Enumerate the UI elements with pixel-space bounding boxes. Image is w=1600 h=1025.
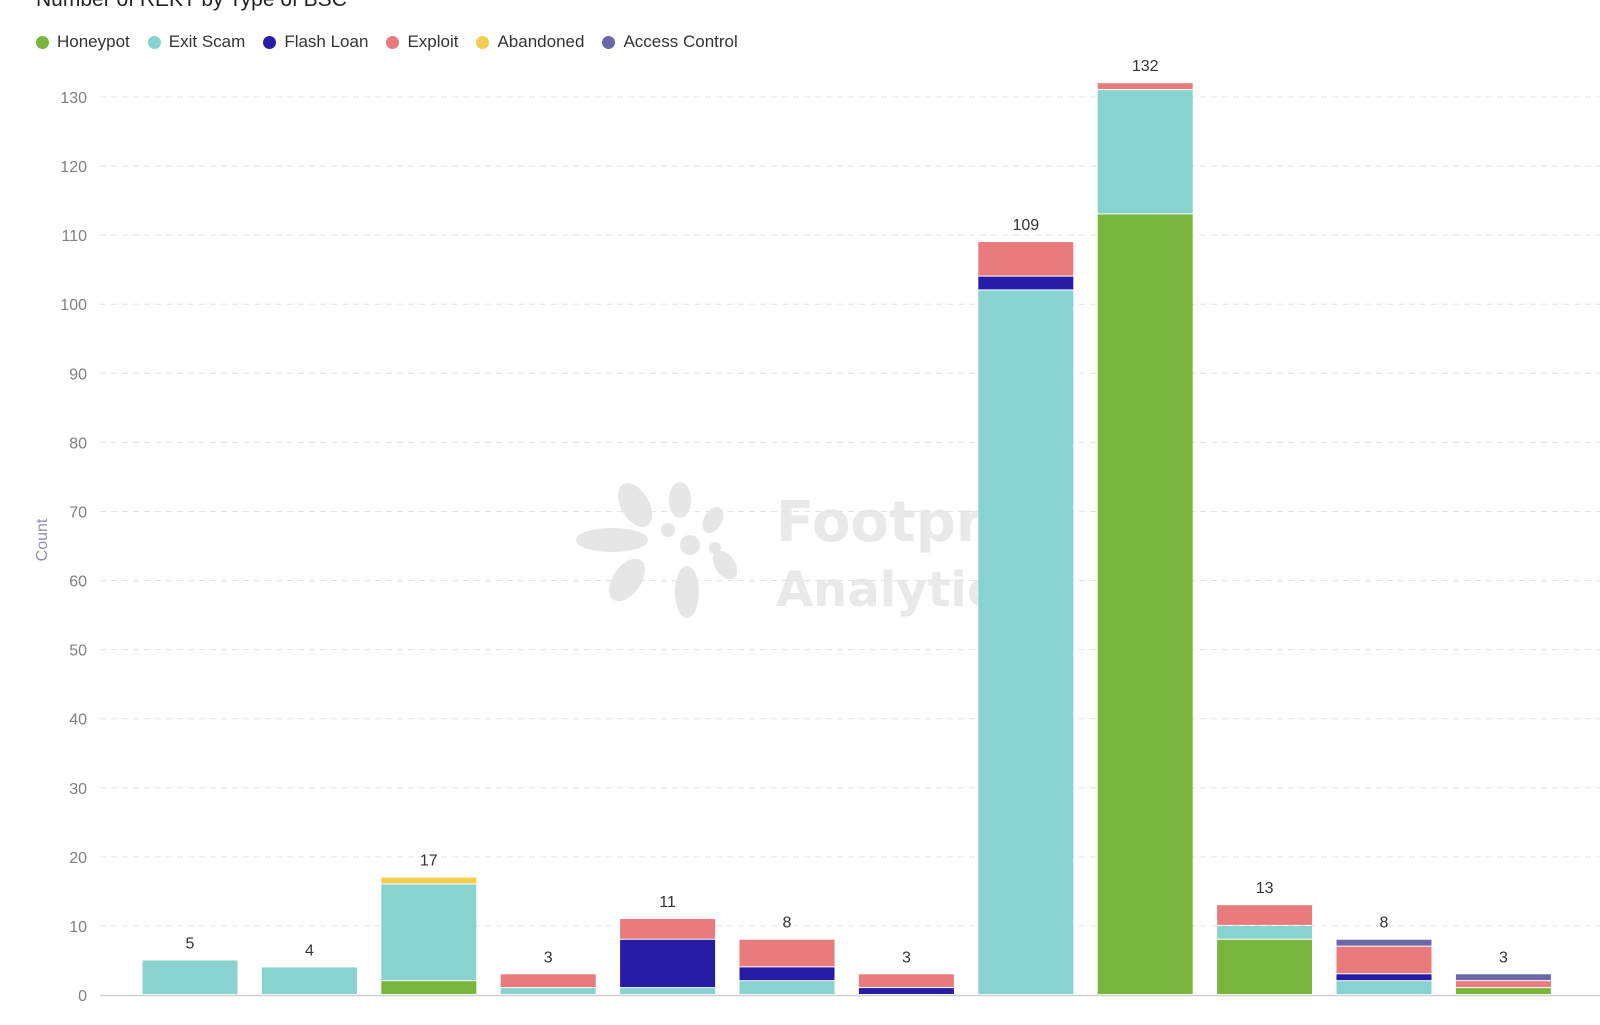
bar-segment-exploit[interactable] xyxy=(858,974,954,988)
bar-segment-flash-loan[interactable] xyxy=(620,939,716,988)
bar-segment-exploit[interactable] xyxy=(978,242,1074,276)
legend-item-access-control[interactable]: Access Control xyxy=(602,32,738,52)
y-axis-title: Count xyxy=(34,518,51,561)
bar-segment-exploit[interactable] xyxy=(620,919,716,939)
y-tick-label: 70 xyxy=(69,504,87,521)
bar-stack[interactable] xyxy=(739,939,835,994)
y-axis-tick-labels: 0 10 20 30 40 50 60 70 80 90 100 110 120 130 xyxy=(60,90,87,1005)
bar-stack[interactable] xyxy=(1455,974,1551,994)
bar-segment-exit-scam[interactable] xyxy=(978,290,1074,994)
bar-segment-honeypot[interactable] xyxy=(1097,214,1193,994)
legend-dot xyxy=(386,35,400,49)
y-tick-label: 80 xyxy=(69,435,87,452)
bar-segment-exit-scam[interactable] xyxy=(1217,925,1313,939)
bar-segment-exit-scam[interactable] xyxy=(1336,981,1432,994)
legend-label: Honeypot xyxy=(57,32,130,51)
legend-label: Flash Loan xyxy=(284,32,369,51)
bar-total-label: 4 xyxy=(305,942,314,959)
bar-stack[interactable] xyxy=(1336,939,1432,994)
bar-total-label: 3 xyxy=(902,949,911,966)
bar-stack[interactable] xyxy=(1217,905,1313,994)
bar-stack[interactable] xyxy=(381,877,477,994)
bar-stack[interactable] xyxy=(1097,83,1193,994)
y-gridlines xyxy=(100,96,1600,927)
y-tick-label: 100 xyxy=(60,297,87,314)
y-tick-label: 50 xyxy=(69,643,87,660)
bar-total-label: 11 xyxy=(659,894,676,911)
bar-segment-flash-loan[interactable] xyxy=(1336,974,1432,981)
bar-stack[interactable] xyxy=(858,974,954,994)
legend-label: Exit Scam xyxy=(168,32,246,51)
bar-total-label: 8 xyxy=(783,915,792,932)
bar-segment-exit-scam[interactable] xyxy=(620,988,716,994)
legend-dot xyxy=(476,35,490,49)
bar-segment-abandoned[interactable] xyxy=(381,877,477,884)
y-tick-label: 90 xyxy=(69,366,87,383)
bar-segment-exit-scam[interactable] xyxy=(739,981,835,994)
legend-dot xyxy=(147,35,161,49)
bar-segment-flash-loan[interactable] xyxy=(858,988,954,994)
y-tick-label: 130 xyxy=(60,90,87,107)
legend-item-honeypot[interactable]: Honeypot xyxy=(36,32,130,52)
bar-total-label: 5 xyxy=(186,935,195,952)
legend-dot xyxy=(263,35,277,49)
legend-dot xyxy=(602,35,616,49)
bar-segment-honeypot[interactable] xyxy=(381,981,477,994)
legend-label: Access Control xyxy=(623,32,738,51)
bar-segment-exit-scam[interactable] xyxy=(500,988,596,994)
y-tick-label: 20 xyxy=(69,850,87,867)
bar-total-label: 13 xyxy=(1256,880,1274,897)
bar-segment-honeypot[interactable] xyxy=(1217,939,1313,994)
bar-segment-flash-loan[interactable] xyxy=(978,276,1074,290)
legend-label: Abandoned xyxy=(497,32,585,51)
legend-item-abandoned[interactable]: Abandoned xyxy=(476,32,584,52)
bar-stack[interactable] xyxy=(142,960,238,994)
bar-total-label: 109 xyxy=(1012,217,1039,234)
bar-segment-flash-loan[interactable] xyxy=(739,967,835,981)
legend-item-exit-scam[interactable]: Exit Scam xyxy=(147,32,246,52)
bar-stack[interactable] xyxy=(500,974,596,994)
legend-item-flash-loan[interactable]: Flash Loan xyxy=(263,32,368,52)
bar-segment-exit-scam[interactable] xyxy=(261,967,357,994)
bar-total-label: 3 xyxy=(1499,949,1508,966)
y-tick-label: 110 xyxy=(61,228,87,245)
legend-label: Exploit xyxy=(407,32,459,51)
legend-dot xyxy=(36,35,49,49)
y-tick-label: 0 xyxy=(78,988,87,1005)
bars xyxy=(142,83,1551,994)
bar-stack[interactable] xyxy=(261,967,357,994)
bar-segment-exit-scam[interactable] xyxy=(1097,90,1193,214)
bar-segment-exit-scam[interactable] xyxy=(381,884,477,981)
footprint-logo-icon xyxy=(576,482,738,618)
bar-total-label: 3 xyxy=(544,949,553,966)
bar-total-labels: 5 4 17 3 11 8 3 109 132 13 8 3 xyxy=(186,58,1508,966)
bar-segment-exploit[interactable] xyxy=(1455,981,1551,988)
bar-stack[interactable] xyxy=(620,919,716,994)
y-tick-label: 120 xyxy=(60,159,87,176)
y-tick-label: 60 xyxy=(69,574,87,591)
bar-total-label: 17 xyxy=(420,853,438,870)
y-tick-label: 40 xyxy=(69,712,87,729)
bar-segment-exploit[interactable] xyxy=(500,974,596,988)
bar-segment-exit-scam[interactable] xyxy=(142,960,238,994)
bar-segment-access-control[interactable] xyxy=(1455,974,1551,981)
chart-title: Number of REKT by Type of BSC xyxy=(36,0,347,12)
bar-segment-honeypot[interactable] xyxy=(1455,988,1551,994)
bar-stack[interactable] xyxy=(978,242,1074,994)
bar-total-label: 8 xyxy=(1380,915,1389,932)
y-tick-label: 10 xyxy=(69,919,87,936)
bar-segment-exploit[interactable] xyxy=(1217,905,1313,925)
chart-legend: Honeypot Exit Scam Flash Loan Exploit Abando… xyxy=(36,32,738,52)
bar-segment-access-control[interactable] xyxy=(1336,939,1432,946)
legend-item-exploit[interactable]: Exploit xyxy=(386,32,458,52)
bar-segment-exploit[interactable] xyxy=(739,939,835,967)
bar-total-label: 132 xyxy=(1132,58,1159,75)
y-tick-label: 30 xyxy=(69,781,87,798)
bar-segment-exploit[interactable] xyxy=(1097,83,1193,90)
bar-segment-exploit[interactable] xyxy=(1336,946,1432,974)
